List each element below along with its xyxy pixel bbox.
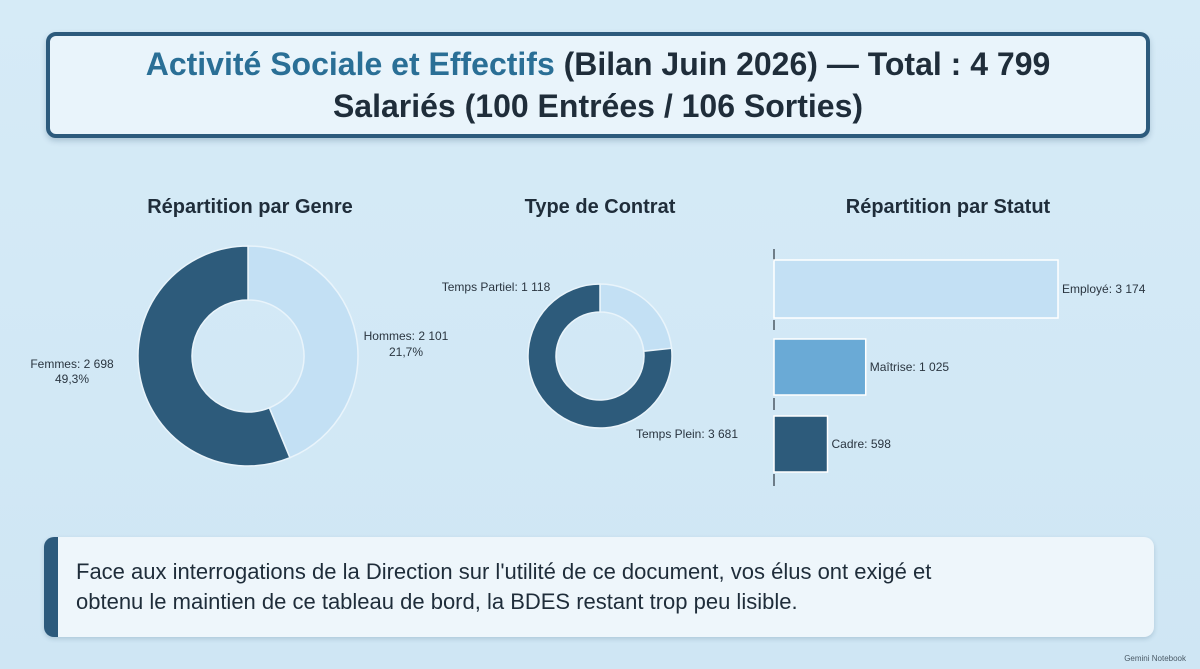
status-bar-maitrise: [773, 338, 867, 396]
contract-chart-title: Type de Contrat: [524, 196, 676, 218]
header-box: Activité Sociale et Effectifs (Bilan Jui…: [46, 32, 1150, 138]
gender-slice-hommes: [247, 245, 359, 459]
note-line-2: obtenu le maintien de ce tableau de bord…: [76, 589, 798, 614]
gender-label-femmes: Femmes: 2 698: [30, 357, 114, 371]
gender-slice-femmes: [137, 245, 291, 467]
note-line-1: Face aux interrogations de la Direction …: [76, 559, 932, 584]
header-title-line1: Activité Sociale et Effectifs (Bilan Jui…: [146, 43, 1051, 85]
gender-pct-femmes: 49,3%: [55, 372, 89, 386]
gender-chart-title: Répartition par Genre: [147, 196, 353, 218]
status-label-maitrise: Maîtrise: 1 025: [870, 360, 950, 374]
contract-donut: Temps Partiel: 1 118 Temps Plein: 3 681: [442, 280, 739, 441]
brand-watermark: Gemini Notebook: [1124, 654, 1186, 663]
note-box: Face aux interrogations de la Direction …: [44, 537, 1154, 637]
contract-slice-temps-plein: [527, 283, 673, 429]
status-bar-chart: Employé: 3 174 Maîtrise: 1 025 Cadre: 59…: [773, 249, 1146, 486]
status-chart-title: Répartition par Statut: [845, 196, 1051, 218]
gender-donut: Hommes: 2 101 21,7% Femmes: 2 698 49,3%: [30, 245, 449, 467]
header-title-line2: Salariés (100 Entrées / 106 Sorties): [332, 88, 864, 124]
status-bar-cadre: [773, 415, 829, 473]
header-title-rest: (Bilan Juin 2026) — Total : 4 799: [554, 46, 1051, 82]
header-title-accent: Activité Sociale et Effectifs: [145, 46, 555, 82]
contract-label-temps-plein: Temps Plein: 3 681: [636, 427, 738, 441]
status-label-employe: Employé: 3 174: [1062, 282, 1146, 296]
status-label-cadre: Cadre: 598: [832, 437, 892, 451]
status-bar-employe: [773, 259, 1059, 319]
gender-pct-hommes: 21,7%: [389, 345, 423, 359]
contract-slice-temps-partiel: [599, 283, 673, 353]
gender-label-hommes: Hommes: 2 101: [364, 329, 449, 343]
contract-label-temps-partiel: Temps Partiel: 1 118: [442, 280, 551, 294]
